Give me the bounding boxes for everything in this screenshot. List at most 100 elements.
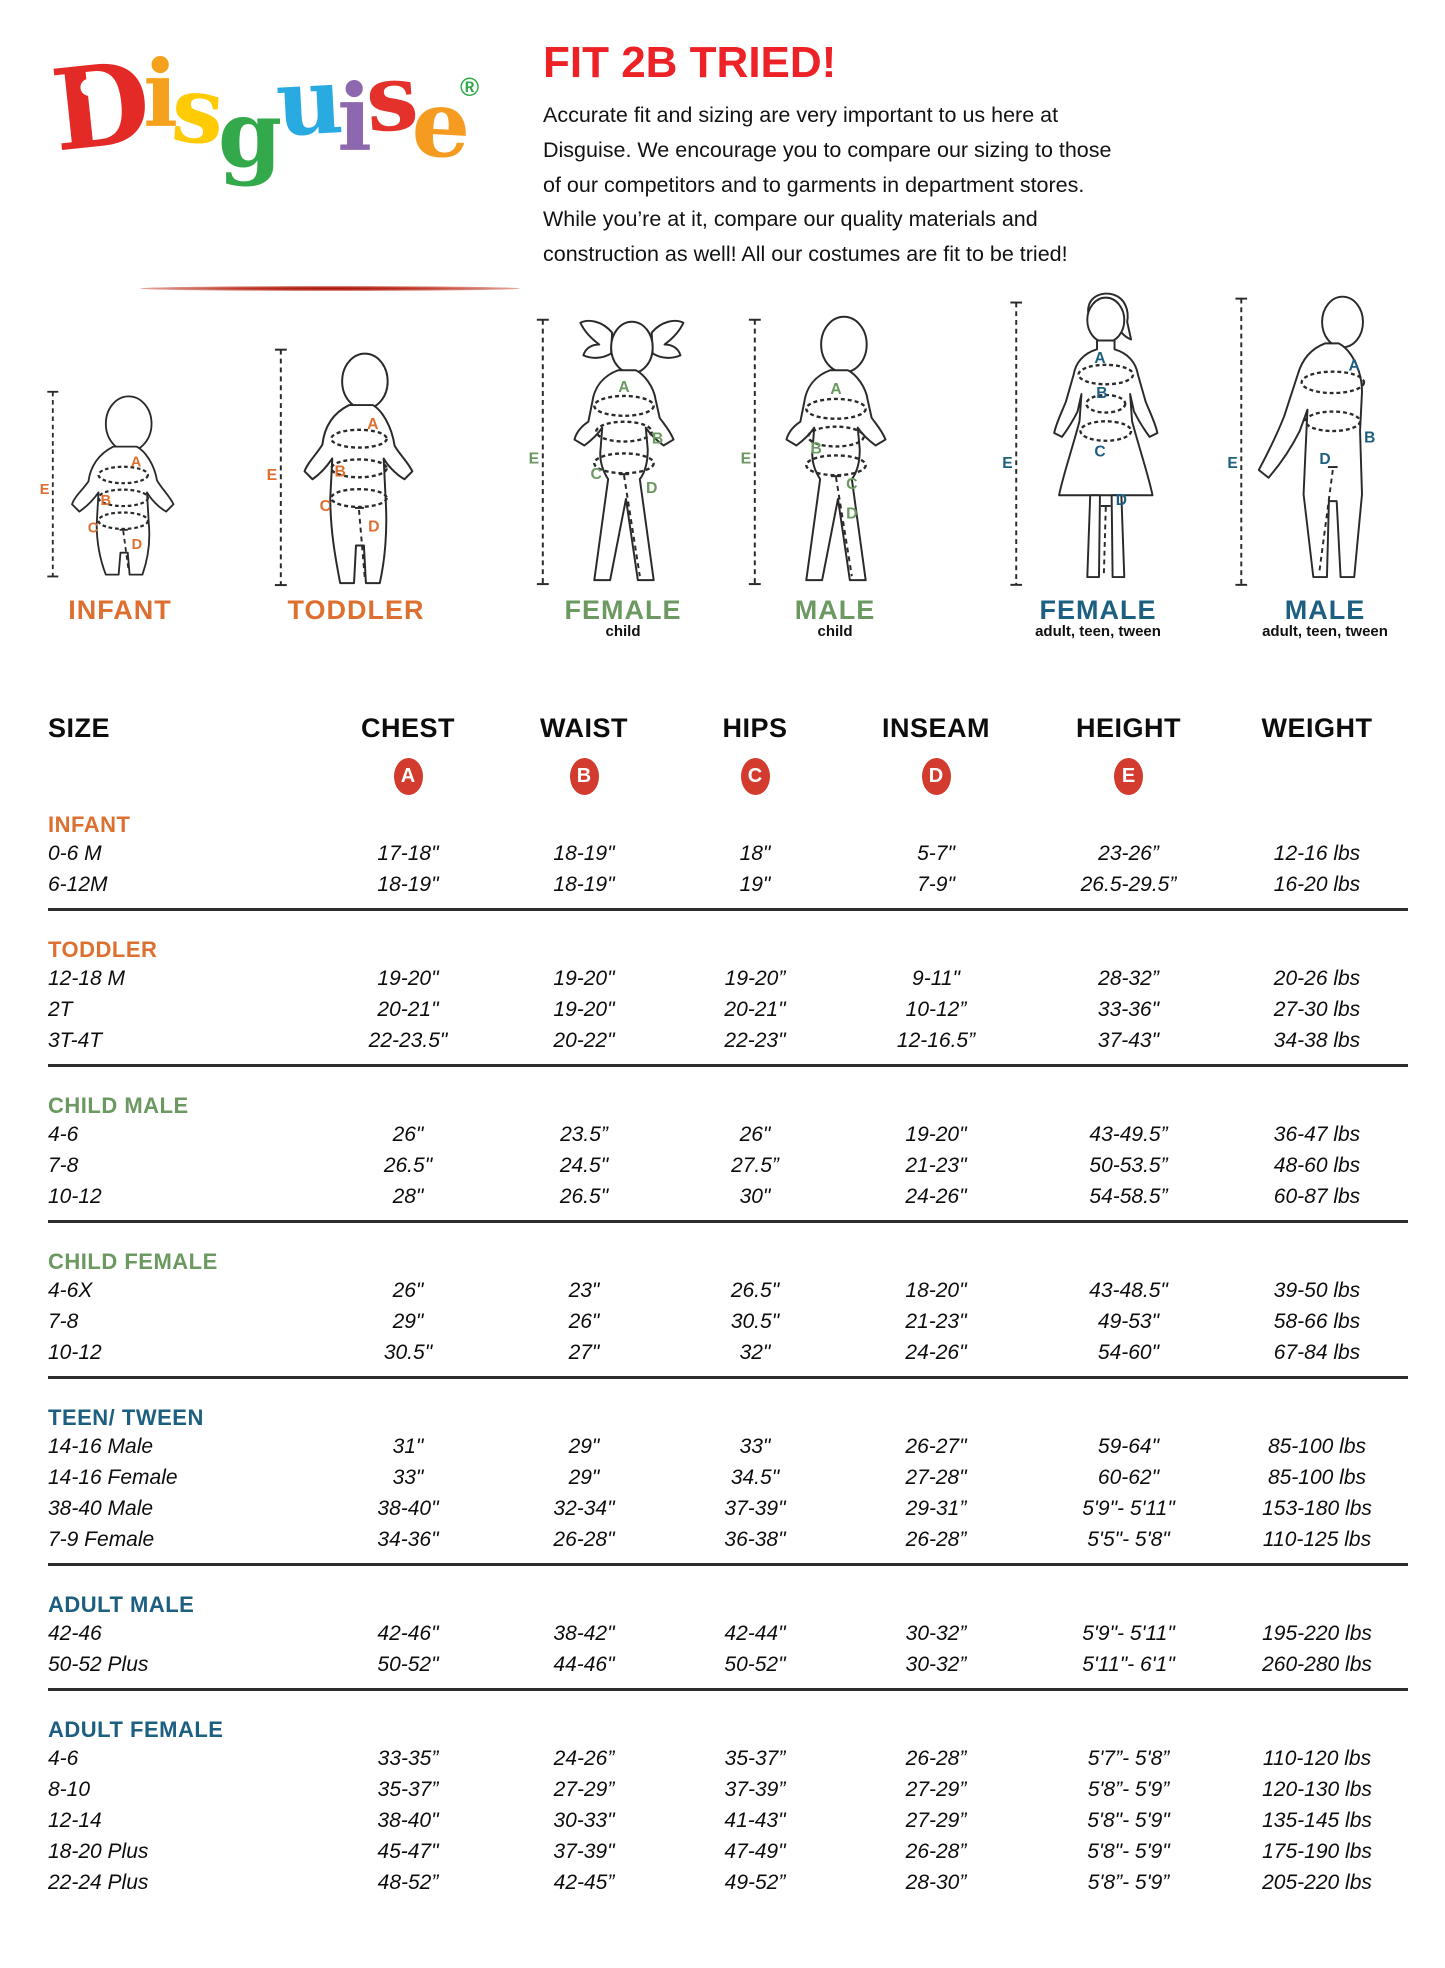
cell-chest: 30.5" bbox=[383, 1340, 433, 1364]
table-row: 18-20 Plus 45-47" 37-39" 47-49" 26-28” 5… bbox=[48, 1836, 1408, 1867]
infant-figure-icon: E A B C D bbox=[40, 390, 175, 578]
cell-size: 50-52 Plus bbox=[48, 1652, 149, 1676]
cell-weight: 260-280 lbs bbox=[1262, 1652, 1372, 1676]
section-divider bbox=[48, 1220, 1408, 1223]
male-adult-figure-icon: E A B D bbox=[1227, 295, 1375, 586]
table-section: ADULT MALE 42-46 42-46" 38-42" 42-44" 30… bbox=[48, 1592, 1408, 1691]
cell-height: 5'8”- 5'9” bbox=[1087, 1870, 1170, 1894]
svg-text:B: B bbox=[1364, 430, 1375, 447]
section-divider bbox=[48, 1688, 1408, 1691]
section-heading: TEEN/ TWEEN bbox=[48, 1405, 204, 1430]
cell-hips: 37-39" bbox=[724, 1496, 786, 1520]
svg-text:C: C bbox=[846, 476, 857, 493]
figure-sublabel: adult, teen, tween bbox=[1262, 623, 1388, 640]
table-header-row: SIZE CHEST WAIST HIPS INSEAM HEIGHT WEIG… bbox=[48, 712, 1408, 744]
col-header-size: SIZE bbox=[48, 712, 111, 743]
cell-height: 43-48.5" bbox=[1089, 1278, 1168, 1302]
svg-text:A: A bbox=[830, 381, 842, 398]
cell-chest: 48-52” bbox=[377, 1870, 439, 1894]
cell-height: 59-64" bbox=[1097, 1434, 1160, 1458]
svg-text:D: D bbox=[368, 518, 379, 535]
cell-height: 23-26” bbox=[1098, 841, 1159, 865]
table-row: 50-52 Plus 50-52" 44-46" 50-52" 30-32” 5… bbox=[48, 1649, 1408, 1680]
table-row: 3T-4T 22-23.5" 20-22" 22-23" 12-16.5” 37… bbox=[48, 1025, 1408, 1056]
svg-text:D: D bbox=[1116, 492, 1127, 509]
svg-text:B: B bbox=[334, 463, 345, 480]
cell-chest: 26" bbox=[392, 1278, 424, 1302]
cell-inseam: 21-23" bbox=[905, 1309, 967, 1333]
cell-waist: 27-29” bbox=[553, 1777, 615, 1801]
section-divider bbox=[48, 1376, 1408, 1379]
cell-inseam: 10-12” bbox=[905, 997, 967, 1021]
cell-weight: 16-20 lbs bbox=[1273, 872, 1361, 896]
cell-size: 12-14 bbox=[48, 1808, 102, 1832]
cell-height: 5'8"- 5'9" bbox=[1087, 1808, 1170, 1832]
cell-inseam: 26-28” bbox=[905, 1746, 967, 1770]
cell-chest: 29" bbox=[392, 1309, 424, 1333]
section-rows: 12-18 M 19-20" 19-20" 19-20” 9-11" 28-32… bbox=[48, 963, 1408, 1056]
cell-hips: 19" bbox=[739, 872, 771, 896]
section-heading: CHILD FEMALE bbox=[48, 1249, 218, 1274]
cell-waist: 19-20" bbox=[553, 997, 615, 1021]
cell-weight: 36-47 lbs bbox=[1273, 1122, 1361, 1146]
cell-waist: 32-34" bbox=[553, 1496, 615, 1520]
cell-inseam: 27-29” bbox=[905, 1808, 967, 1832]
section-divider bbox=[48, 1064, 1408, 1067]
svg-text:B: B bbox=[652, 430, 663, 447]
cell-waist: 19-20" bbox=[553, 966, 615, 990]
cell-hips: 30" bbox=[739, 1184, 771, 1208]
cell-inseam: 26-27" bbox=[905, 1434, 967, 1458]
cell-weight: 27-30 lbs bbox=[1273, 997, 1361, 1021]
cell-inseam: 24-26" bbox=[905, 1340, 967, 1364]
table-row: 10-12 30.5" 27" 32" 24-26" 54-60" 67-84 … bbox=[48, 1337, 1408, 1368]
cell-size: 4-6 bbox=[48, 1122, 79, 1146]
logo-letter: s bbox=[362, 42, 416, 154]
cell-waist: 26.5" bbox=[559, 1184, 609, 1208]
cell-hips: 34.5" bbox=[730, 1465, 780, 1489]
size-table: SIZE CHEST WAIST HIPS INSEAM HEIGHT WEIG… bbox=[48, 712, 1408, 1898]
cell-waist: 20-22" bbox=[553, 1028, 615, 1052]
cell-waist: 42-45” bbox=[553, 1870, 615, 1894]
cell-waist: 29" bbox=[568, 1465, 600, 1489]
cell-chest: 50-52" bbox=[377, 1652, 439, 1676]
size-table-body: INFANT 0-6 M 17-18" 18-19" 18" 5-7" 23-2… bbox=[48, 812, 1408, 1898]
table-row: 12-18 M 19-20" 19-20" 19-20” 9-11" 28-32… bbox=[48, 963, 1408, 994]
cell-height: 5'9"- 5'11" bbox=[1082, 1496, 1175, 1520]
cell-hips: 33" bbox=[739, 1434, 771, 1458]
cell-hips: 32" bbox=[739, 1340, 771, 1364]
cell-height: 43-49.5” bbox=[1089, 1122, 1168, 1146]
badge-e-icon: E bbox=[1114, 757, 1143, 795]
cell-waist: 24.5" bbox=[559, 1153, 609, 1177]
cell-inseam: 21-23" bbox=[905, 1153, 967, 1177]
cell-waist: 30-33" bbox=[553, 1808, 615, 1832]
badge-c-icon: C bbox=[740, 757, 770, 795]
cell-inseam: 27-29” bbox=[905, 1777, 967, 1801]
svg-text:E: E bbox=[741, 450, 752, 467]
cell-inseam: 28-30” bbox=[905, 1870, 967, 1894]
cell-height: 49-53" bbox=[1097, 1309, 1160, 1333]
cell-waist: 23.5” bbox=[560, 1122, 608, 1146]
cell-size: 2T bbox=[48, 997, 73, 1021]
cell-weight: 67-84 lbs bbox=[1273, 1340, 1361, 1364]
cell-weight: 175-190 lbs bbox=[1262, 1839, 1372, 1863]
cell-chest: 33-35” bbox=[377, 1746, 439, 1770]
svg-text:E: E bbox=[1227, 455, 1237, 472]
figure-sublabel: child bbox=[817, 623, 853, 640]
cell-hips: 22-23" bbox=[724, 1028, 786, 1052]
cell-size: 14-16 Male bbox=[48, 1434, 154, 1458]
cell-inseam: 30-32” bbox=[905, 1652, 967, 1676]
section-rows: 4-6 33-35” 24-26” 35-37” 26-28” 5'7”- 5'… bbox=[48, 1743, 1408, 1898]
cell-chest: 28" bbox=[392, 1184, 424, 1208]
cell-inseam: 27-28" bbox=[905, 1465, 967, 1489]
svg-text:A: A bbox=[131, 454, 142, 470]
cell-height: 5'7”- 5'8” bbox=[1087, 1746, 1170, 1770]
table-row: 8-10 35-37” 27-29” 37-39” 27-29” 5'8”- 5… bbox=[48, 1774, 1408, 1805]
cell-weight: 20-26 lbs bbox=[1273, 966, 1361, 990]
cell-weight: 135-145 lbs bbox=[1262, 1808, 1372, 1832]
cell-hips: 47-49" bbox=[724, 1839, 786, 1863]
cell-hips: 26" bbox=[739, 1122, 771, 1146]
logo-letter: i bbox=[337, 64, 372, 172]
table-section: CHILD MALE 4-6 26" 23.5” 26" 19-20" 43-4… bbox=[48, 1093, 1408, 1223]
svg-text:D: D bbox=[132, 537, 143, 553]
